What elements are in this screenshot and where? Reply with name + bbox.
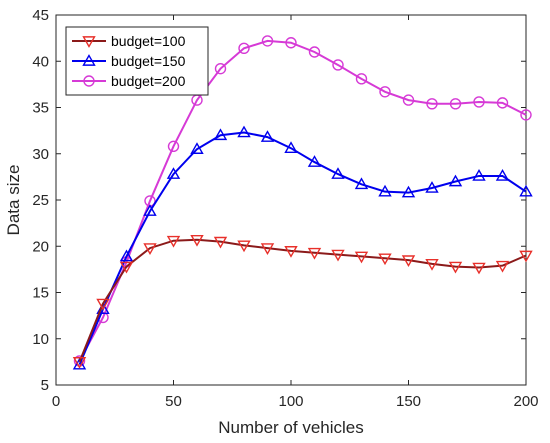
- y-tick-label: 35: [32, 100, 49, 117]
- data-point: [119, 261, 134, 274]
- y-tick-label: 10: [32, 331, 49, 348]
- data-point: [378, 184, 392, 197]
- data-point: [448, 174, 463, 187]
- data-point: [214, 62, 227, 75]
- y-tick-label: 25: [32, 192, 49, 209]
- y-axis-label: Data size: [4, 165, 23, 236]
- data-point: [354, 177, 369, 190]
- data-point: [425, 259, 439, 271]
- data-point: [449, 98, 462, 110]
- data-point: [190, 142, 204, 154]
- data-point: [73, 355, 86, 367]
- data-point: [473, 96, 485, 108]
- y-tick-label: 45: [32, 7, 49, 24]
- x-tick-label: 50: [165, 393, 182, 410]
- data-point: [96, 298, 110, 311]
- data-point: [284, 246, 298, 258]
- data-point: [354, 251, 369, 264]
- data-point: [119, 249, 134, 262]
- x-tick-label: 150: [396, 393, 421, 410]
- data-point: [519, 250, 533, 263]
- data-point: [495, 260, 510, 273]
- data-point: [332, 59, 344, 71]
- data-point: [238, 42, 250, 54]
- y-tick-label: 30: [32, 146, 49, 163]
- data-point: [472, 262, 486, 275]
- data-point: [307, 247, 322, 260]
- data-point: [285, 37, 297, 49]
- data-point: [519, 184, 533, 197]
- data-point: [166, 235, 181, 248]
- data-point: [401, 255, 416, 268]
- legend-entry: budget=200: [72, 73, 186, 89]
- x-tick-label: 0: [52, 393, 60, 410]
- x-tick-label: 100: [278, 393, 303, 410]
- data-point: [72, 357, 87, 369]
- data-point: [284, 141, 298, 154]
- data-point: [496, 97, 509, 109]
- data-point: [355, 73, 368, 85]
- data-point: [520, 109, 532, 121]
- series-line: [78, 39, 527, 362]
- legend-label: budget=150: [111, 53, 186, 69]
- data-point: [261, 35, 274, 47]
- legend-marker: [82, 54, 96, 66]
- data-point: [402, 94, 415, 106]
- data-point: [331, 249, 345, 262]
- legend-marker: [82, 36, 96, 48]
- y-tick-label: 5: [41, 377, 49, 394]
- data-point: [143, 243, 157, 256]
- data-point: [166, 167, 181, 179]
- data-point: [143, 204, 157, 216]
- data-point: [260, 130, 275, 142]
- data-point: [495, 169, 510, 181]
- data-point: [331, 167, 345, 179]
- data-point: [401, 185, 416, 198]
- series-budget-100: [72, 234, 533, 369]
- data-point: [213, 236, 228, 249]
- y-tick-label: 15: [32, 285, 49, 302]
- legend-label: budget=200: [111, 73, 186, 89]
- y-tick-label: 20: [32, 238, 49, 255]
- legend-marker: [83, 75, 95, 87]
- data-point: [378, 253, 392, 266]
- data-point: [237, 125, 251, 138]
- data-point: [448, 261, 463, 274]
- data-point: [425, 181, 439, 193]
- data-point: [426, 98, 438, 110]
- legend-label: budget=100: [111, 33, 186, 49]
- data-point: [213, 128, 228, 141]
- legend-entry: budget=150: [72, 53, 186, 69]
- legend-entry: budget=100: [72, 33, 186, 49]
- x-axis-label: Number of vehicles: [218, 418, 364, 437]
- x-tick-label: 200: [513, 393, 538, 410]
- data-point: [167, 140, 180, 153]
- data-point: [379, 86, 391, 98]
- data-point: [260, 243, 275, 256]
- data-point: [308, 46, 321, 58]
- data-point: [307, 155, 322, 167]
- data-point: [472, 169, 486, 181]
- data-point: [190, 234, 204, 247]
- data-point: [237, 240, 251, 253]
- y-tick-label: 40: [32, 53, 49, 70]
